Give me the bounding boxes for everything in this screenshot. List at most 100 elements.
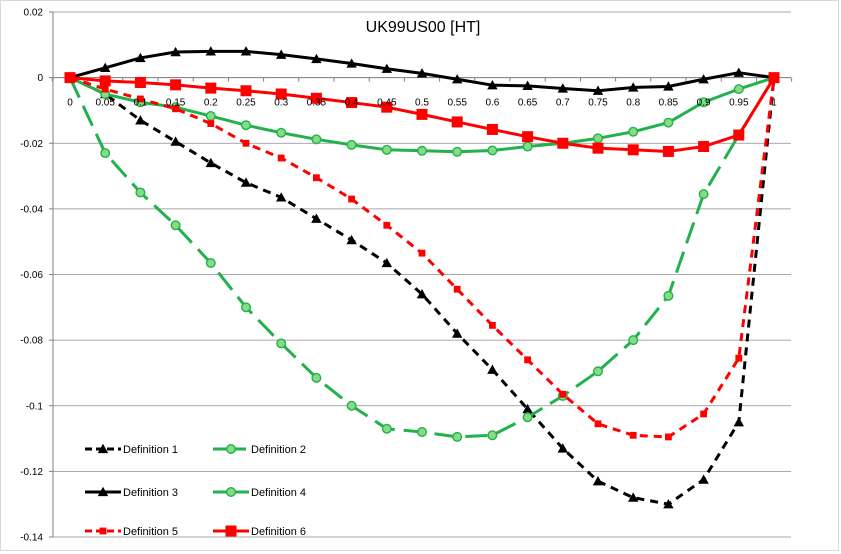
series-point <box>135 52 146 63</box>
series-point <box>205 111 216 122</box>
series-point <box>346 234 357 245</box>
series-point <box>207 120 215 127</box>
legend-item: Definition 3 <box>85 486 178 499</box>
y-tick-label: -0.08 <box>20 336 43 347</box>
series-point <box>97 486 109 497</box>
legend-item: Definition 6 <box>213 525 306 538</box>
series-point <box>381 423 392 434</box>
series-point <box>240 302 251 313</box>
series-point <box>487 430 498 441</box>
series-point <box>205 46 216 56</box>
series-point <box>205 157 216 168</box>
series-point <box>310 92 322 104</box>
series-point <box>99 75 111 87</box>
series-point <box>172 105 179 113</box>
series-line <box>69 76 776 506</box>
y-tick-label: -0.1 <box>26 401 44 412</box>
series-point <box>170 46 181 57</box>
legend-label: Definition 4 <box>251 487 306 499</box>
series-point <box>311 213 322 223</box>
series-point <box>627 144 639 156</box>
series-point <box>276 192 287 202</box>
x-tick-label: 0.2 <box>204 98 218 109</box>
series-point <box>418 249 426 257</box>
series-definition-2 <box>64 72 780 442</box>
series-point <box>134 77 146 89</box>
series-point <box>416 108 428 120</box>
axes <box>49 11 793 538</box>
tick-labels: 0.02 0 -0.02 -0.04 -0.06 -0.08 -0.1 -0.12 -0.14 0… <box>20 8 777 544</box>
series-point <box>137 95 144 103</box>
series-point <box>487 145 498 156</box>
series-point <box>522 412 533 423</box>
series-point <box>733 416 744 427</box>
series-group <box>64 46 780 509</box>
series-point <box>381 63 392 73</box>
legend-label: Definition 3 <box>123 487 178 499</box>
series-point <box>628 492 639 502</box>
series-point <box>101 85 109 93</box>
series-point <box>522 131 534 143</box>
series-point <box>700 410 707 418</box>
series-point <box>698 474 709 484</box>
series-point <box>170 220 181 231</box>
x-tick-label: 1 <box>771 98 777 109</box>
series-point <box>665 433 672 441</box>
series-point <box>417 145 428 156</box>
x-tick-label: 0.05 <box>95 98 115 109</box>
series-point <box>346 400 357 411</box>
legend-item: Definition 5 <box>85 526 178 538</box>
x-tick-label: 0.65 <box>518 98 538 109</box>
x-tick-label: 0.75 <box>588 98 608 109</box>
series-point <box>698 97 709 108</box>
series-point <box>698 141 710 153</box>
y-tick-label: -0.14 <box>20 533 43 544</box>
x-tick-label: 0.55 <box>447 98 467 109</box>
series-point <box>733 129 745 141</box>
series-point <box>240 46 252 56</box>
series-point <box>522 403 533 414</box>
series-point <box>135 187 146 198</box>
series-point <box>381 144 392 155</box>
series-point <box>487 364 498 374</box>
series-point <box>99 527 107 535</box>
x-tick-label: 0.5 <box>415 98 429 109</box>
legend-label: Definition 2 <box>251 444 306 456</box>
series-point <box>97 443 109 454</box>
x-tick-label: 0.8 <box>626 98 640 109</box>
series-point <box>383 221 391 229</box>
x-tick-label: 0.45 <box>377 98 397 109</box>
y-tick-label: -0.12 <box>20 467 43 478</box>
series-point <box>733 84 744 95</box>
legend-label: Definition 6 <box>251 526 306 538</box>
series-point <box>628 335 639 346</box>
series-point <box>240 177 252 187</box>
series-definition-5 <box>66 74 778 441</box>
series-point <box>100 62 111 72</box>
x-tick-label: 0.15 <box>166 98 186 109</box>
series-point <box>593 133 604 144</box>
legend-item: Definition 4 <box>213 487 306 499</box>
legend-item: Definition 1 <box>85 443 178 456</box>
series-point <box>557 83 568 93</box>
series-point <box>417 427 428 438</box>
series-point <box>559 390 567 398</box>
series-point <box>453 285 461 293</box>
series-point <box>416 68 428 78</box>
series-point <box>311 53 322 64</box>
series-definition-3 <box>64 46 780 95</box>
series-point <box>592 476 604 486</box>
series-point <box>451 116 463 128</box>
y-tick-label: -0.02 <box>20 139 43 150</box>
series-point <box>346 139 357 150</box>
series-point <box>170 136 181 146</box>
legend-label: Definition 1 <box>123 444 178 456</box>
series-point <box>170 79 182 91</box>
series-point <box>346 97 358 109</box>
series-point <box>311 134 322 145</box>
series-point <box>135 115 146 125</box>
x-tick-label: 0.95 <box>729 98 749 109</box>
